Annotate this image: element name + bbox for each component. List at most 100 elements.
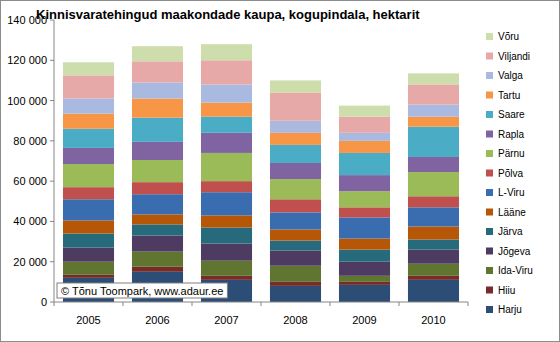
x-tick-label: 2006 <box>145 314 169 326</box>
bar-segment <box>339 285 390 302</box>
bar-segment <box>408 276 459 280</box>
y-tick <box>50 181 54 182</box>
bar-segment <box>132 236 183 252</box>
y-tick-label: 80 000 <box>13 135 47 147</box>
bar-segment <box>201 181 252 192</box>
legend-swatch <box>486 228 493 235</box>
y-tick <box>50 60 54 61</box>
bar-segment <box>201 192 252 215</box>
bar-segment <box>339 191 390 207</box>
bar-segment <box>339 276 390 282</box>
bar-segment <box>408 240 459 250</box>
bar-segment <box>339 153 390 175</box>
bar-segment <box>408 157 459 172</box>
x-tick <box>330 302 331 306</box>
bar-segment <box>270 199 321 212</box>
bar-segment <box>339 282 390 285</box>
legend-swatch <box>486 150 493 157</box>
legend-swatch <box>486 306 493 313</box>
annotation-text: © Tõnu Toompark, www.adaur.ee <box>61 285 223 297</box>
x-tick <box>192 302 193 306</box>
bar-segment <box>270 229 321 240</box>
bar-segment <box>63 262 114 275</box>
y-tick <box>50 100 54 101</box>
legend-swatch <box>486 53 493 60</box>
bar-segment <box>270 80 321 92</box>
bar-segment <box>408 73 459 84</box>
bar-segment <box>270 266 321 282</box>
bar-segment <box>201 103 252 117</box>
bar-segment <box>408 105 459 117</box>
y-tick-label: 20 000 <box>13 256 47 268</box>
bar-segment <box>63 275 114 278</box>
x-tick-label: 2010 <box>421 314 445 326</box>
bar-segment <box>201 227 252 243</box>
x-tick-label: 2005 <box>76 314 100 326</box>
bar-segment <box>339 141 390 153</box>
bar-segment <box>408 226 459 239</box>
bar-segment <box>201 44 252 60</box>
bar-segment <box>339 117 390 133</box>
chart-frame <box>1 1 560 342</box>
bar-segment <box>270 145 321 163</box>
legend-label: Põlva <box>498 168 523 179</box>
bar-segment <box>132 214 183 224</box>
bar-segment <box>270 241 321 251</box>
bar-segment <box>408 172 459 196</box>
bar-segment <box>408 280 459 302</box>
bar-segment <box>63 148 114 164</box>
x-tick <box>123 302 124 306</box>
bar-segment <box>132 160 183 182</box>
annotation-box <box>57 283 227 298</box>
legend-label: Jõgeva <box>498 246 531 257</box>
x-tick <box>468 302 469 306</box>
bar-segment <box>270 282 321 286</box>
legend-label: Saare <box>498 109 525 120</box>
bar-segment <box>270 212 321 229</box>
bar-segment <box>201 117 252 133</box>
annotation: © Tõnu Toompark, www.adaur.ee <box>57 283 227 298</box>
bar-segment <box>270 251 321 266</box>
bar-segment <box>270 121 321 133</box>
bar-segment <box>408 117 459 127</box>
bar-segment <box>63 99 114 114</box>
bar-segment <box>339 217 390 238</box>
bar-segment <box>339 106 390 117</box>
bar-segment <box>132 118 183 142</box>
bar-segment <box>270 163 321 179</box>
bar-segment <box>270 93 321 121</box>
bar-segment <box>132 99 183 118</box>
bar-segment <box>63 234 114 248</box>
y-tick-label: 120 000 <box>7 54 47 66</box>
bar-segment <box>132 224 183 235</box>
bars <box>63 44 459 302</box>
x-tick-label: 2007 <box>214 314 238 326</box>
legend-label: Järva <box>498 226 523 237</box>
bar-segment <box>339 175 390 191</box>
y-tick <box>50 20 54 21</box>
legend-label: Lääne <box>498 207 526 218</box>
bar-segment <box>408 207 459 226</box>
bar-segment <box>132 46 183 61</box>
bar-segment <box>132 82 183 98</box>
legend-swatch <box>486 92 493 99</box>
bar-segment <box>339 250 390 262</box>
bar-segment <box>408 127 459 157</box>
legend-swatch <box>486 209 493 216</box>
bar-segment <box>270 286 321 302</box>
bar-segment <box>270 133 321 145</box>
bar-segment <box>408 84 459 104</box>
bar-segment <box>63 220 114 233</box>
legend-label: L-Viru <box>498 187 525 198</box>
bar-segment <box>63 75 114 98</box>
bar-segment <box>408 250 459 264</box>
legend-label: Pärnu <box>498 148 525 159</box>
legend-label: Hiiu <box>498 285 515 296</box>
legend-label: Valga <box>498 70 523 81</box>
legend-label: Ida-Viru <box>498 265 533 276</box>
bar-segment <box>270 179 321 199</box>
bar-segment <box>201 276 252 280</box>
x-tick <box>54 302 55 306</box>
bar-segment <box>339 239 390 250</box>
legend-swatch <box>486 72 493 79</box>
